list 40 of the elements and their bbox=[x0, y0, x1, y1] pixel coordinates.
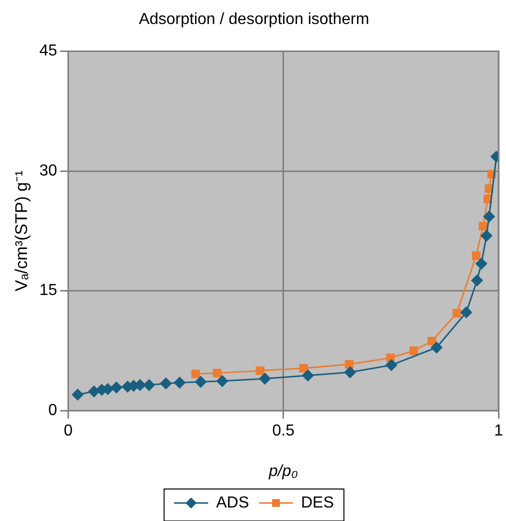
y-tick-label: 15 bbox=[39, 282, 58, 300]
point bbox=[259, 372, 271, 384]
point bbox=[428, 336, 436, 346]
point bbox=[212, 368, 222, 378]
x-tick-label: 1 bbox=[494, 422, 504, 440]
point bbox=[472, 251, 480, 260]
point bbox=[110, 382, 122, 394]
legend-label: ADS bbox=[216, 494, 250, 512]
point bbox=[160, 378, 172, 390]
point bbox=[344, 360, 354, 369]
y-axis-title: Vₐ/cm³(STP) g⁻¹ bbox=[12, 170, 31, 292]
point bbox=[191, 370, 200, 378]
point bbox=[386, 359, 398, 371]
point bbox=[476, 258, 488, 270]
point bbox=[143, 379, 155, 391]
y-tick-label: 45 bbox=[39, 42, 58, 60]
point bbox=[194, 376, 206, 388]
point bbox=[480, 230, 492, 242]
point bbox=[471, 274, 483, 286]
point bbox=[478, 222, 488, 230]
point bbox=[302, 370, 314, 382]
x-tick-label: 0.5 bbox=[272, 422, 295, 440]
chart-title: Adsorption / desorption isotherm bbox=[138, 11, 370, 28]
legend-label: DES bbox=[301, 494, 334, 512]
point bbox=[299, 364, 308, 373]
y-tick-label: 30 bbox=[39, 162, 58, 180]
x-tick-label: 0 bbox=[64, 422, 73, 440]
point bbox=[409, 346, 418, 355]
point bbox=[483, 210, 495, 222]
y-tick-label: 0 bbox=[48, 402, 58, 420]
point bbox=[88, 386, 100, 398]
point bbox=[344, 366, 356, 378]
point bbox=[216, 375, 228, 387]
x-axis-title: p/p₀ bbox=[268, 462, 298, 480]
point bbox=[174, 376, 186, 388]
point bbox=[72, 388, 84, 400]
point bbox=[452, 308, 462, 318]
point bbox=[430, 342, 442, 354]
point bbox=[256, 366, 264, 375]
point bbox=[460, 306, 472, 318]
